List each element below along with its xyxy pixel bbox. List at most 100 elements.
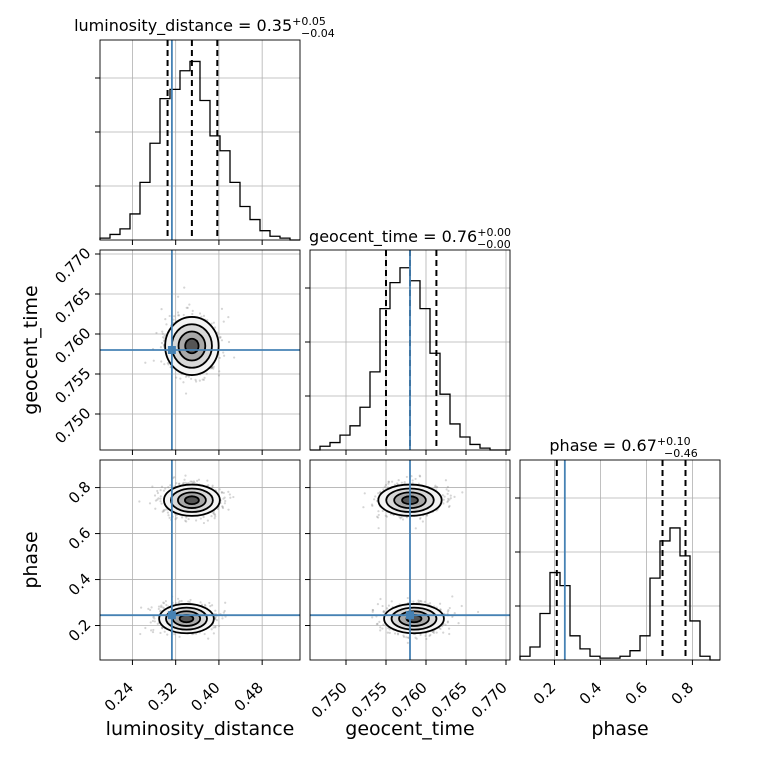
sample-point [384, 514, 387, 517]
sample-point [442, 631, 445, 634]
sample-point [159, 497, 162, 500]
sample-point [435, 486, 438, 489]
sample-point [220, 490, 223, 494]
sample-point [221, 506, 225, 510]
sample-point [184, 519, 187, 522]
sample-point [415, 637, 418, 640]
sample-point [377, 527, 380, 530]
sample-point [405, 475, 408, 479]
contour-line [184, 337, 200, 355]
sample-point [185, 520, 188, 523]
sample-point [174, 602, 178, 605]
sample-point [403, 635, 406, 638]
contour-line [177, 330, 207, 362]
sample-point [224, 499, 227, 503]
sample-point [162, 489, 166, 492]
sample-point [449, 497, 452, 500]
sample-point [209, 604, 212, 608]
sample-point [222, 491, 225, 494]
sample-point [164, 600, 167, 603]
sample-point [221, 505, 224, 508]
sample-point [164, 318, 167, 321]
sample-point [202, 378, 205, 381]
sample-point [220, 307, 224, 310]
sample-point [387, 480, 390, 483]
sample-point [173, 315, 176, 318]
sample-point [375, 623, 379, 626]
sample-point [214, 625, 217, 628]
sample-point [213, 517, 216, 520]
tick-label-y-phase: 0.2 [65, 616, 95, 646]
sample-point [212, 511, 215, 514]
title-phase-sub: −0.46 [664, 447, 698, 460]
sample-point [446, 620, 450, 623]
sample-point [212, 632, 215, 635]
sample-point [162, 339, 166, 342]
sample-point [159, 631, 162, 635]
sample-point [446, 610, 449, 613]
sample-point [428, 602, 432, 605]
sample-point [159, 500, 162, 503]
sample-point [166, 362, 169, 365]
sample-point [398, 515, 401, 518]
sample-point [439, 627, 442, 631]
sample-point [406, 636, 410, 639]
sample-point [221, 617, 224, 620]
hist-line-phase [519, 527, 720, 661]
sample-point [376, 603, 380, 606]
sample-point [227, 490, 230, 493]
sample-point [441, 494, 444, 497]
sample-point [445, 488, 448, 491]
sample-point [220, 491, 224, 494]
sample-point [157, 497, 160, 500]
sample-point [179, 377, 182, 380]
sample-point [377, 516, 380, 519]
sample-point [383, 611, 386, 614]
sample-point [376, 622, 379, 625]
title-geocent-time-sub: −0.00 [477, 238, 511, 251]
sample-point [173, 476, 176, 479]
sample-point [210, 628, 213, 631]
sample-point [453, 612, 456, 615]
sample-point [181, 482, 185, 485]
sample-point [212, 321, 215, 324]
sample-point [152, 628, 155, 632]
sample-point [433, 486, 437, 489]
sample-point [449, 494, 452, 497]
sample-point [385, 515, 388, 518]
sample-point [414, 636, 417, 639]
sample-point [185, 516, 188, 519]
sample-point [371, 608, 374, 612]
sample-point [227, 508, 230, 511]
sample-point [200, 315, 203, 318]
sample-point [176, 311, 180, 314]
panel-content [138, 474, 235, 640]
sample-point [140, 606, 143, 609]
sample-point [191, 481, 195, 484]
density-core [185, 497, 199, 504]
sample-point [220, 339, 224, 342]
sample-point [448, 504, 451, 508]
xlabel-phase: phase [591, 718, 648, 740]
tick-label-y-geocent-time: 0.760 [51, 324, 94, 367]
sample-point [414, 477, 417, 481]
sample-point [192, 480, 196, 483]
sample-point [388, 631, 391, 635]
sample-point [182, 481, 185, 484]
sample-point [210, 322, 213, 325]
sample-point [223, 609, 226, 613]
sample-point [196, 479, 199, 482]
sample-point [156, 622, 159, 626]
sample-point [210, 366, 214, 369]
sample-point [178, 635, 181, 638]
sample-point [162, 508, 165, 512]
tick-label-x-phase: 0.8 [668, 679, 698, 709]
sample-point [457, 621, 460, 625]
sample-point [446, 485, 450, 489]
sample-point [376, 515, 379, 518]
sample-point [447, 609, 450, 612]
sample-point [447, 505, 451, 509]
panel-frame [99, 39, 301, 241]
sample-point [190, 480, 193, 483]
sample-point [163, 363, 166, 366]
